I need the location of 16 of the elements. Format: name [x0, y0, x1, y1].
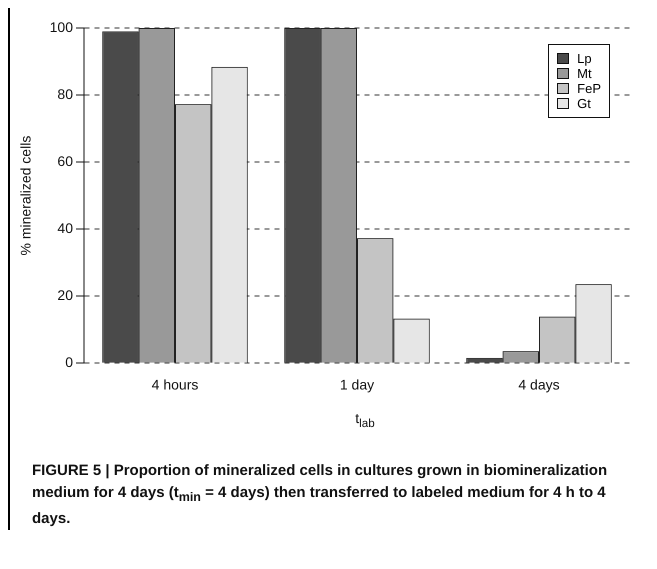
y-tick-label: 100 [50, 18, 74, 35]
chart-title: FIGURE 5 | Proportion of mineralized cells in cultures grown in biomineralization medium for 4 days (t$_{min}$ = 4 days) then transferred to labeled medium for 4 h to 4 days. [32, 462, 608, 527]
legend-label: Mt [577, 66, 592, 81]
legend-label: Lp [577, 51, 592, 66]
y-tick-label: 60 [57, 152, 74, 169]
y-tick-label: 0 [65, 354, 74, 370]
x-axis-title: t$_{lab}$ [354, 410, 376, 430]
x-tick-label: 4 hours [152, 376, 198, 392]
legend-label: FeP [577, 81, 601, 96]
y-tick-label: 40 [57, 220, 74, 236]
y-tick-label: 80 [57, 86, 74, 102]
x-tick-label: 4 days [518, 376, 560, 392]
legend-label: Gt [577, 96, 591, 111]
x-tick-label: 1 day [340, 376, 374, 392]
y-axis-title: % mineralized cells [17, 136, 34, 256]
y-tick-label: 20 [57, 287, 74, 304]
